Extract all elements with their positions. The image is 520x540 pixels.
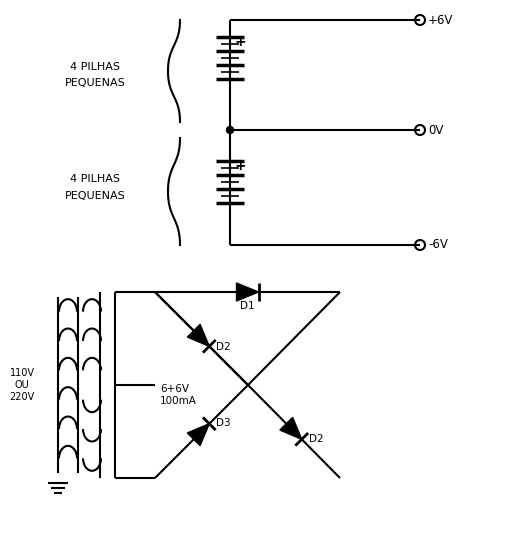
Text: 4 PILHAS: 4 PILHAS [70,62,120,72]
Text: D1: D1 [240,301,255,311]
Circle shape [227,126,233,133]
Text: 110V
OU
220V: 110V OU 220V [9,368,35,402]
Text: +: + [235,35,246,49]
Text: -6V: -6V [428,239,448,252]
Polygon shape [187,325,209,346]
Text: 6+6V
100mA: 6+6V 100mA [160,384,197,406]
Text: D2: D2 [309,435,323,444]
Text: D3: D3 [216,418,231,429]
Text: 4 PILHAS: 4 PILHAS [70,174,120,185]
Text: PEQUENAS: PEQUENAS [64,191,125,200]
Text: D2: D2 [216,341,231,352]
Polygon shape [280,417,302,440]
Polygon shape [187,424,209,446]
Text: +: + [235,159,246,173]
Text: +6V: +6V [428,14,453,26]
Text: PEQUENAS: PEQUENAS [64,78,125,88]
Polygon shape [237,283,258,301]
Text: 0V: 0V [428,124,444,137]
